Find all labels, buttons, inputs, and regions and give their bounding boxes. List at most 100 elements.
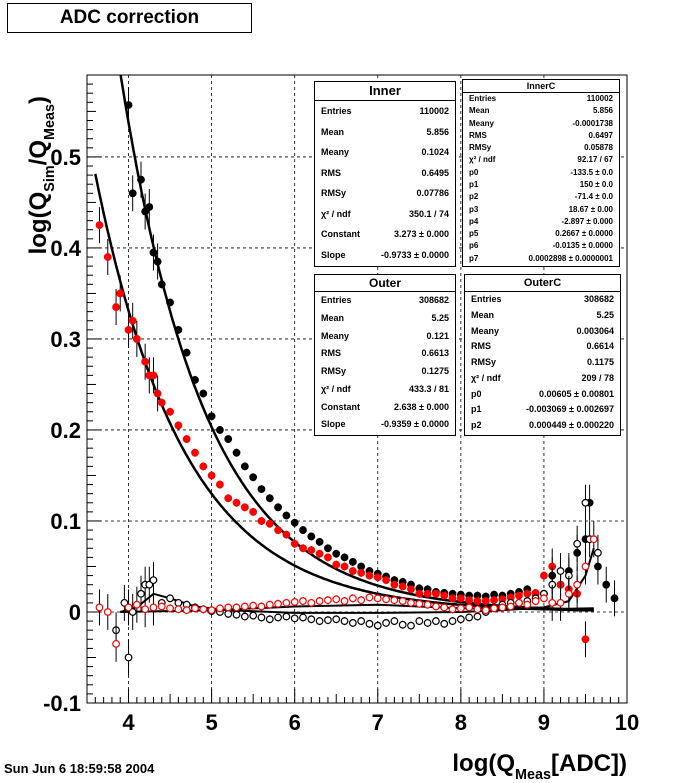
point-outerc: [340, 597, 349, 605]
point-outer: [490, 596, 498, 605]
point-outer: [149, 371, 158, 380]
point-outer: [257, 517, 266, 525]
point-outer: [153, 389, 162, 398]
stats-row: RMS 0.6614: [465, 339, 620, 355]
stats-key: RMS: [321, 348, 341, 359]
point-outerc: [182, 606, 191, 615]
point-inner: [357, 562, 366, 571]
stats-value: -0.0135 ± 0.0000: [552, 241, 613, 251]
point-outerc: [348, 594, 357, 603]
stats-value: -0.9359 ± 0.0000: [381, 419, 449, 430]
x-tick-label: 4: [122, 710, 135, 735]
stats-value: 0.000449 ± 0.000220: [528, 420, 614, 431]
point-outerc: [373, 594, 382, 603]
stats-key: p0: [469, 167, 479, 177]
stats-row: Meany 0.003064: [465, 324, 620, 340]
stats-row: RMS 0.6497: [463, 130, 619, 142]
point-inner: [128, 189, 137, 198]
stats-row: RMSy 0.05878: [463, 142, 619, 154]
stats-key: Slope: [321, 419, 346, 430]
point-outerc: [556, 598, 565, 607]
stats-key: Mean: [471, 309, 495, 320]
point-inner: [602, 580, 611, 589]
stats-key: Slope: [321, 249, 346, 260]
stats-key: p1: [469, 179, 479, 189]
stats-row: Mean 5.25: [465, 308, 620, 324]
y-tick-label: 0.3: [50, 327, 81, 352]
point-outerc: [365, 593, 374, 602]
point-outerc: [249, 601, 258, 610]
point-outerc: [232, 603, 241, 612]
point-inner: [299, 526, 307, 534]
stats-key: p0: [471, 388, 482, 399]
stats-row: p5 0.2667 ± 0.0000: [463, 228, 619, 240]
point-innerc: [232, 610, 241, 619]
point-outer: [216, 480, 224, 489]
point-inner: [340, 553, 349, 562]
stats-key: RMSy: [471, 357, 497, 368]
x-tick-label: 5: [205, 710, 217, 735]
point-outer: [232, 498, 241, 507]
point-innerc: [299, 613, 307, 622]
point-outer: [407, 585, 415, 594]
point-outer: [157, 398, 166, 407]
point-outer: [365, 571, 374, 580]
point-outer: [124, 325, 133, 334]
point-innerc: [432, 617, 440, 625]
point-outerc: [573, 580, 582, 589]
point-innerc: [407, 621, 415, 630]
point-outerc: [398, 597, 407, 605]
stats-box-outerC: OuterC Entries 308682 Mean 5.25 Meany 0.003064…: [464, 274, 621, 436]
point-innerc: [390, 617, 399, 625]
point-inner: [137, 175, 145, 184]
point-outerc: [315, 597, 324, 605]
point-innerc: [240, 612, 249, 621]
point-outerc: [166, 604, 174, 613]
stats-key: χ² / ndf: [321, 383, 351, 394]
point-outer: [307, 546, 316, 554]
stats-key: RMS: [469, 130, 487, 140]
point-outer: [432, 589, 440, 598]
stats-row: p1 -0.003069 ± 0.002697: [465, 402, 620, 418]
point-inner: [166, 298, 174, 307]
point-outerc: [216, 604, 224, 613]
point-innerc: [473, 612, 482, 621]
point-outerc: [440, 603, 449, 612]
point-outer: [132, 335, 141, 343]
stats-row: Slope -0.9733 ± 0.0000: [315, 245, 455, 266]
x-axis-label: log(QMeas[ADC]): [452, 750, 627, 783]
point-outer: [340, 562, 349, 571]
y-tick-label: 0: [69, 600, 81, 625]
point-outer: [199, 462, 208, 471]
chart-title-box: ADC correction: [7, 3, 252, 33]
stats-value: 18.67 ± 0.00: [568, 204, 613, 214]
point-inner: [149, 248, 158, 257]
point-innerc: [556, 567, 565, 575]
stats-key: RMSy: [321, 366, 347, 376]
point-innerc: [348, 619, 357, 627]
point-innerc: [340, 617, 349, 625]
stats-value: 0.003064: [576, 325, 614, 336]
stats-value: 3.273 ± 0.000: [394, 229, 449, 239]
stats-value: 0.05878: [584, 143, 613, 153]
point-outerc: [498, 603, 507, 612]
y-tick-label: -0.1: [43, 691, 81, 716]
stats-title-inner: Inner: [315, 82, 455, 101]
stats-row: p3 18.67 ± 0.00: [463, 204, 619, 216]
point-outer: [540, 571, 548, 580]
point-outerc: [548, 598, 557, 607]
stats-value: 110002: [419, 106, 449, 116]
point-inner: [145, 203, 154, 211]
point-innerc: [398, 620, 407, 629]
point-outer: [103, 253, 112, 261]
point-outerc: [103, 608, 112, 616]
stats-key: p2: [471, 420, 482, 431]
stats-row: Mean 5.25: [315, 310, 455, 328]
stats-key: Meany: [469, 118, 494, 128]
point-outerc: [299, 597, 307, 605]
stats-key: p5: [469, 229, 479, 239]
y-axis-label: log(QSim/QMeas): [25, 96, 58, 254]
stats-title-outer: Outer: [315, 275, 455, 292]
point-outerc: [390, 596, 399, 605]
point-inner: [224, 435, 233, 443]
